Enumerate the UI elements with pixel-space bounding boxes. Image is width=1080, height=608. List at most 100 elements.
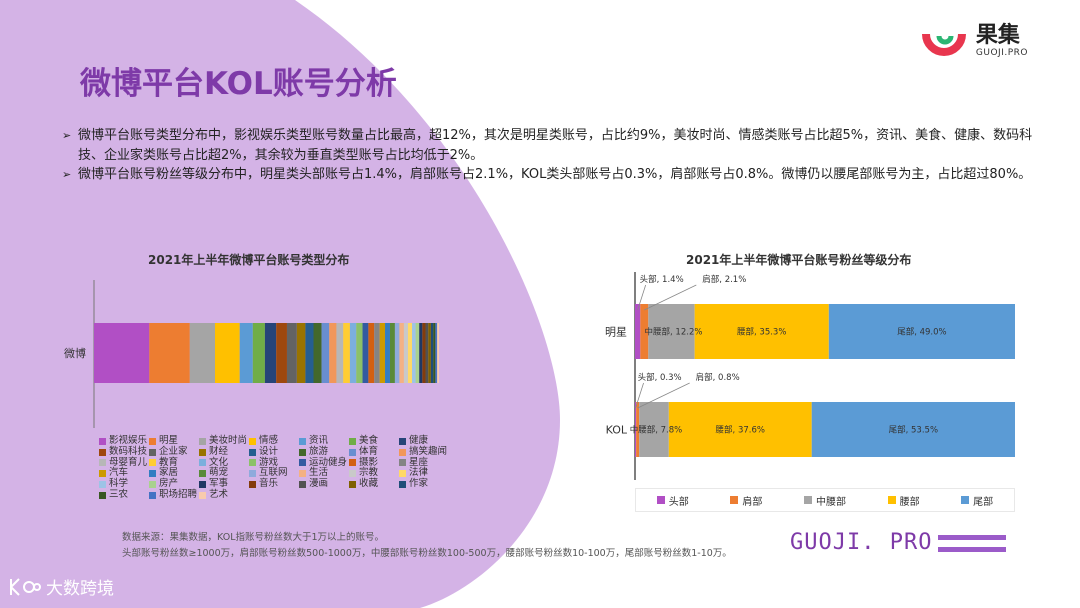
bar-segment	[286, 323, 297, 383]
legend-item: 游戏	[249, 456, 299, 469]
bar-segment	[296, 323, 306, 383]
bar-segment	[811, 402, 1015, 457]
label-leader	[637, 382, 690, 409]
legend-swatch	[249, 481, 256, 489]
bar-segment	[399, 323, 404, 383]
bar-segment	[437, 323, 439, 383]
legend-label: 财经	[209, 445, 229, 457]
legend-label: 游戏	[259, 456, 279, 468]
legend-label: 体育	[359, 445, 379, 457]
legend-item: 搞笑趣闻	[399, 446, 449, 458]
legend-label: 企业家	[159, 445, 188, 457]
legend-item: 宗教	[349, 468, 399, 479]
legend-label: 中腰部	[815, 496, 846, 508]
legend-item: 音乐	[249, 478, 299, 490]
legend-label: 影视娱乐	[109, 435, 148, 446]
legend-swatch	[99, 481, 106, 489]
legend-swatch	[730, 496, 739, 504]
bar-segment	[635, 304, 641, 359]
bar-segment	[94, 323, 150, 383]
legend-item: 设计	[249, 445, 299, 458]
chart2-legend: 头部 肩部 中腰部 腰部 尾部	[635, 488, 1015, 512]
bar-segment	[313, 323, 322, 383]
category-label: 微博	[64, 346, 86, 360]
bar-segment	[149, 323, 190, 383]
legend-swatch	[199, 437, 206, 445]
legend-swatch	[199, 459, 206, 467]
legend-swatch	[656, 496, 665, 504]
bar-segment	[374, 323, 380, 383]
data-label: 头部, 1.4%	[640, 274, 684, 285]
bar-segment	[239, 323, 253, 383]
legend-swatch	[299, 481, 306, 489]
legend-item: 互联网	[249, 468, 299, 479]
bottom-logo: 大数跨境	[8, 574, 114, 599]
label-leader	[635, 382, 644, 409]
legend-swatch	[399, 481, 406, 489]
legend-label: 军事	[209, 478, 229, 490]
legend-item: 明星	[149, 435, 199, 447]
legend-item: 美妆时尚	[199, 435, 249, 447]
legend-swatch	[99, 470, 106, 478]
legend-item: 美食	[349, 435, 399, 447]
legend-swatch	[199, 448, 206, 456]
summary-bullets: 微博平台账号类型分布中，影视娱乐类型账号数量占比最高，超12%，其次是明星类账号…	[62, 126, 1042, 185]
legend-item: 情感	[249, 435, 299, 447]
legend-label: 漫画	[309, 478, 329, 490]
bar-segment	[389, 323, 395, 383]
legend-label: 情感	[259, 435, 279, 446]
legend-item: 旅游	[299, 446, 349, 458]
bar-segment	[379, 323, 386, 383]
bar-segment	[422, 323, 426, 383]
legend-label: 作家	[409, 478, 429, 490]
bar-segment	[189, 323, 215, 383]
bar-segment	[435, 323, 438, 383]
legend-label: 音乐	[259, 478, 279, 490]
legend-swatch	[249, 470, 256, 478]
legend-swatch	[149, 448, 156, 456]
bar-segment	[305, 323, 314, 383]
bullet-1: 微博平台账号类型分布中，影视娱乐类型账号数量占比最高，超12%，其次是明星类账号…	[62, 126, 1042, 165]
data-source-note: 数据来源：果集数据，KOL指账号粉丝数大于1万以上的账号。 头部账号粉丝数≥10…	[122, 530, 732, 562]
bar-segment	[648, 304, 695, 359]
bar-segment	[407, 323, 413, 383]
legend-item: 尾部	[961, 493, 993, 508]
source-line-1: 数据来源：果集数据，KOL指账号粉丝数大于1万以上的账号。	[122, 532, 385, 543]
legend-item: 法律	[399, 468, 449, 479]
legend-item: 摄影	[349, 457, 399, 469]
bar-segment	[214, 323, 240, 383]
legend-swatch	[887, 496, 896, 504]
legend-label: 宗教	[359, 467, 379, 479]
legend-label: 文化	[209, 456, 229, 468]
legend-label: 设计	[259, 445, 279, 457]
legend-swatch	[199, 481, 206, 489]
legend-swatch	[299, 470, 306, 478]
category-label: 明星	[605, 326, 627, 339]
legend-item: 健康	[399, 435, 449, 447]
legend-swatch	[249, 459, 256, 467]
data-label: 腰部, 37.6%	[716, 425, 765, 436]
legend-label: 三农	[109, 488, 129, 500]
legend-label: 美食	[359, 435, 379, 446]
bar-segment	[640, 304, 649, 359]
legend-swatch	[99, 491, 106, 499]
legend-item: 教育	[149, 456, 199, 469]
legend-item: 收藏	[349, 478, 399, 490]
bottom-logo-text: 大数跨境	[46, 579, 114, 599]
legend-swatch	[349, 437, 356, 445]
chart1-legend: 影视娱乐 明星 美妆时尚 情感 资讯 美食 健康 数码科技 企业家 财经 设计 旅游 体育 搞笑趣闻 母婴育…	[99, 435, 479, 501]
data-label: 中腰部, 12.2%	[645, 327, 703, 338]
legend-label: 职场招聘	[159, 488, 198, 500]
guoji-footer-text: GUOJI. PRO	[790, 530, 933, 555]
legend-swatch	[99, 448, 106, 456]
legend-item: 影视娱乐	[99, 435, 149, 447]
legend-item: 作家	[399, 478, 449, 490]
legend-item: 漫画	[299, 478, 349, 490]
legend-label: 头部	[668, 496, 689, 508]
bar-segment	[668, 402, 812, 457]
legend-label: 尾部	[973, 496, 994, 508]
decorative-bars	[938, 535, 1006, 559]
legend-label: 教育	[159, 456, 179, 468]
category-label: KOL	[606, 424, 628, 437]
legend-label: 互联网	[259, 467, 288, 479]
